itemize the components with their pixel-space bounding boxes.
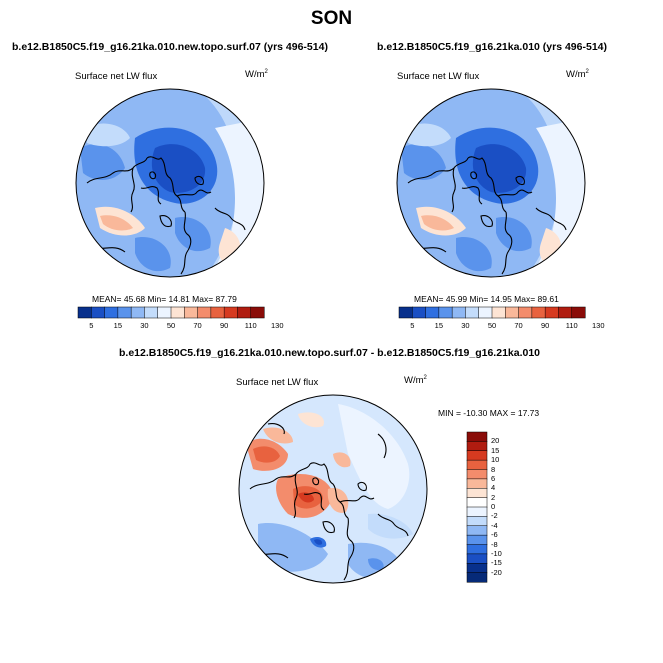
colorbar-swatch: [425, 306, 440, 319]
colorbar-tick-label: 8: [491, 464, 496, 474]
colorbar-ctl: [398, 306, 586, 319]
colorbar-swatch: [398, 306, 413, 319]
stats-label-ctl: MEAN= 45.99 Min= 14.95 Max= 89.61: [414, 294, 559, 304]
colorbar-tick-label: -8: [491, 539, 498, 549]
colorbar-tick-label: 70: [193, 321, 202, 330]
variable-label-diff: Surface net LW flux: [236, 377, 319, 388]
colorbar-swatch: [237, 306, 252, 319]
colorbar-swatch: [466, 459, 488, 471]
colorbar-tick-label: 110: [565, 321, 578, 330]
colorbar-swatch: [412, 306, 427, 319]
colorbar-tick-label: 90: [219, 321, 229, 330]
colorbar-swatch: [478, 306, 493, 319]
colorbar-tick-label: 15: [491, 445, 500, 455]
colorbar-swatch: [466, 488, 488, 499]
colorbar-swatch: [531, 306, 546, 319]
colorbar-tick-label: 20: [491, 436, 500, 446]
colorbar-tick-label: 10: [491, 455, 500, 465]
colorbar-swatch: [144, 306, 159, 319]
colorbar-tick-label: 5: [89, 321, 94, 330]
colorbar-tick-label: 130: [592, 321, 605, 330]
colorbar-swatch: [170, 306, 185, 319]
colorbar-swatch: [438, 306, 453, 319]
colorbar-swatch: [466, 534, 488, 546]
colorbar-swatch: [466, 450, 488, 461]
colorbar-tick-label: 50: [166, 321, 176, 330]
colorbar-tick-label: -10: [491, 548, 502, 558]
colorbar-swatch: [466, 525, 488, 536]
colorbar-swatch: [91, 306, 106, 319]
colorbar-swatch: [491, 306, 506, 319]
colorbar-swatch: [466, 544, 488, 555]
polar-map-diff: [238, 394, 428, 584]
polar-map-exp: [75, 88, 265, 278]
colorbar-swatch: [223, 306, 238, 319]
colorbar-swatch: [451, 306, 466, 319]
colorbar-swatch: [466, 478, 488, 489]
variable-label-exp: Surface net LW flux: [75, 71, 158, 82]
colorbar-tick-label: 130: [271, 321, 284, 330]
colorbar-tick-label: 90: [540, 321, 550, 330]
stats-label-exp: MEAN= 45.68 Min= 14.81 Max= 87.79: [92, 294, 237, 304]
colorbar-swatch: [157, 306, 172, 319]
colorbar-tick-label: 2: [491, 492, 496, 502]
colorbar-tick-label: 15: [113, 321, 123, 330]
colorbar-swatch: [250, 306, 265, 319]
units-label-exp: W/m2: [245, 69, 268, 81]
colorbar-tick-label: -20: [491, 567, 502, 577]
colorbar-swatch: [210, 306, 225, 319]
colorbar-swatch: [466, 563, 488, 574]
colorbar-swatch: [104, 306, 119, 319]
colorbar-tick-label: 5: [410, 321, 415, 330]
colorbar-tick-label: 15: [434, 321, 444, 330]
colorbar-tick-label: 6: [491, 473, 496, 483]
colorbar-tick-label: -2: [491, 511, 498, 521]
colorbar-swatch: [571, 306, 586, 319]
colorbar-swatch: [117, 306, 132, 319]
colorbar-swatch: [466, 553, 488, 564]
colorbar-swatch: [518, 306, 533, 319]
panel-title-diff: b.e12.B1850C5.f19_g16.21ka.010.new.topo.…: [119, 347, 541, 359]
colorbar-exp: [77, 306, 265, 319]
colorbar-tick-label: 110: [244, 321, 257, 330]
colorbar-tick-label: 30: [461, 321, 470, 330]
colorbar-swatch: [130, 306, 145, 319]
colorbar-swatch: [466, 506, 488, 517]
panel-title-ctl: b.e12.B1850C5.f19_g16.21ka.010 (yrs 496-…: [377, 41, 607, 53]
colorbar-swatch: [466, 431, 488, 442]
colorbar-tick-label: 4: [491, 483, 496, 493]
colorbar-tick-label: 50: [487, 321, 497, 330]
colorbar-swatch: [466, 469, 488, 480]
colorbar-tick-label: 0: [491, 502, 496, 511]
figure-title: SON: [310, 8, 353, 29]
colorbar-swatch: [465, 306, 480, 319]
colorbar-swatch: [558, 306, 573, 319]
colorbar-tick-label: 30: [140, 321, 149, 330]
colorbar-tick-label: -6: [491, 530, 498, 540]
colorbar-swatch: [466, 441, 488, 452]
units-label-ctl: W/m2: [566, 69, 589, 81]
colorbar-swatch: [466, 572, 488, 583]
colorbar-swatch: [505, 306, 520, 319]
polar-map-ctl: [396, 88, 586, 278]
colorbar-tick-label: -15: [491, 558, 502, 568]
colorbar-tick-label: -4: [491, 520, 498, 530]
colorbar-swatch: [544, 306, 559, 319]
colorbar-swatch: [466, 497, 488, 508]
colorbar-swatch: [184, 306, 199, 319]
colorbar-swatch: [77, 306, 92, 319]
variable-label-ctl: Surface net LW flux: [397, 71, 480, 82]
units-label-diff: W/m2: [404, 375, 427, 387]
stats-label-diff: MIN = -10.30 MAX = 17.73: [438, 408, 540, 418]
colorbar-swatch: [466, 516, 488, 527]
colorbar-diff: [466, 431, 488, 583]
panel-title-exp: b.e12.B1850C5.f19_g16.21ka.010.new.topo.…: [12, 41, 328, 53]
colorbar-swatch: [197, 306, 212, 319]
colorbar-tick-label: 70: [514, 321, 523, 330]
